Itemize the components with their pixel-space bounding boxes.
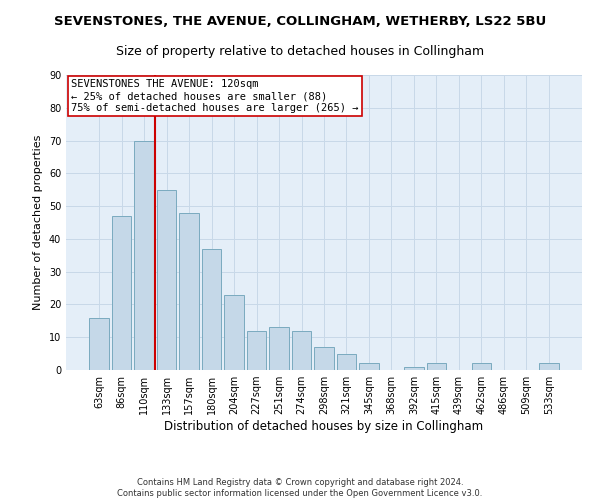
Bar (472, 364, 491, 370)
Bar (202, 248, 221, 370)
Bar (314, 347, 334, 370)
Bar (247, 330, 266, 370)
Bar (89, 318, 109, 370)
Bar (359, 364, 379, 370)
Bar (157, 190, 176, 370)
Bar (269, 328, 289, 370)
Text: Contains HM Land Registry data © Crown copyright and database right 2024.
Contai: Contains HM Land Registry data © Crown c… (118, 478, 482, 498)
Bar (404, 366, 424, 370)
Bar (224, 294, 244, 370)
Text: Size of property relative to detached houses in Collingham: Size of property relative to detached ho… (116, 45, 484, 58)
Y-axis label: Number of detached properties: Number of detached properties (33, 135, 43, 310)
Bar (337, 354, 356, 370)
Bar (112, 216, 131, 370)
Bar (179, 212, 199, 370)
Bar (539, 364, 559, 370)
Text: SEVENSTONES, THE AVENUE, COLLINGHAM, WETHERBY, LS22 5BU: SEVENSTONES, THE AVENUE, COLLINGHAM, WET… (54, 15, 546, 28)
Bar (292, 330, 311, 370)
Bar (427, 364, 446, 370)
Text: SEVENSTONES THE AVENUE: 120sqm
← 25% of detached houses are smaller (88)
75% of : SEVENSTONES THE AVENUE: 120sqm ← 25% of … (71, 80, 359, 112)
Bar (134, 140, 154, 370)
X-axis label: Distribution of detached houses by size in Collingham: Distribution of detached houses by size … (164, 420, 484, 433)
